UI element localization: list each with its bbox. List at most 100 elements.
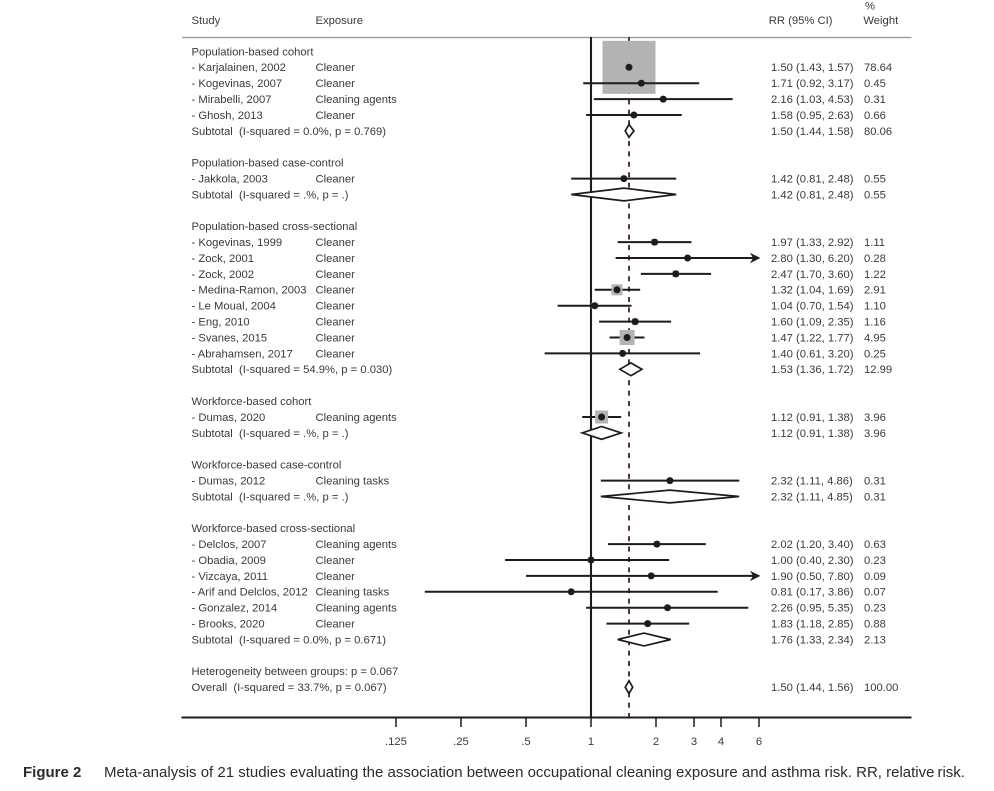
svg-text:0.07: 0.07	[864, 587, 886, 599]
svg-text:1.42 (0.81, 2.48): 1.42 (0.81, 2.48)	[771, 174, 854, 186]
svg-text:2: 2	[653, 736, 659, 748]
svg-text:78.64: 78.64	[864, 62, 892, 74]
svg-text:Subtotal (I-squared = 54.9%,: Subtotal (I-squared = 54.9%, p = 0.030)	[192, 364, 393, 376]
svg-text:0.23: 0.23	[864, 603, 886, 615]
svg-text:Exposure: Exposure	[316, 15, 364, 27]
svg-text:4: 4	[718, 736, 724, 748]
svg-text:.25: .25	[453, 736, 469, 748]
svg-text:0.31: 0.31	[864, 94, 886, 106]
svg-text:1.50 (1.43, 1.57): 1.50 (1.43, 1.57)	[771, 62, 854, 74]
svg-text:1.12 (0.91, 1.38): 1.12 (0.91, 1.38)	[771, 428, 854, 440]
svg-text:- Delclos, 2007: - Delclos, 2007	[192, 539, 267, 551]
svg-text:Cleaner: Cleaner	[316, 571, 356, 583]
svg-text:- Svanes, 2015: - Svanes, 2015	[192, 332, 268, 344]
svg-text:Cleaning tasks: Cleaning tasks	[316, 476, 390, 488]
svg-text:- Eng, 2010: - Eng, 2010	[192, 317, 250, 329]
svg-text:100.00: 100.00	[864, 682, 898, 694]
svg-text:Cleaner: Cleaner	[316, 237, 356, 249]
svg-text:1.50 (1.44, 1.58): 1.50 (1.44, 1.58)	[771, 126, 854, 138]
svg-text:- Zock, 2001: - Zock, 2001	[192, 253, 255, 265]
svg-text:4.95: 4.95	[864, 332, 886, 344]
svg-text:- Dumas, 2020: - Dumas, 2020	[192, 412, 266, 424]
svg-text:2.80 (1.30, 6.20): 2.80 (1.30, 6.20)	[771, 253, 854, 265]
svg-text:- Vizcaya, 2011: - Vizcaya, 2011	[192, 571, 269, 583]
svg-text:1.40 (0.61, 3.20): 1.40 (0.61, 3.20)	[771, 348, 854, 360]
svg-text:.5: .5	[521, 736, 530, 748]
svg-text:Cleaner: Cleaner	[316, 174, 356, 186]
svg-text:1.04 (0.70, 1.54): 1.04 (0.70, 1.54)	[771, 301, 854, 313]
svg-text:0.45: 0.45	[864, 78, 886, 90]
svg-text:- Brooks, 2020: - Brooks, 2020	[192, 619, 265, 631]
svg-text:Workforce-based cross-sectiona: Workforce-based cross-sectional	[192, 523, 356, 535]
svg-text:Workforce-based cohort: Workforce-based cohort	[192, 396, 313, 408]
svg-text:Population-based cross-section: Population-based cross-sectional	[192, 221, 358, 233]
svg-text:Subtotal (I-squared = .%, p =: Subtotal (I-squared = .%, p = .)	[192, 428, 349, 440]
svg-text:- Dumas, 2012: - Dumas, 2012	[192, 476, 266, 488]
svg-text:1.83 (1.18, 2.85): 1.83 (1.18, 2.85)	[771, 619, 854, 631]
svg-text:.125: .125	[385, 736, 407, 748]
svg-text:Subtotal (I-squared = 0.0%, p: Subtotal (I-squared = 0.0%, p = 0.671)	[192, 634, 387, 646]
svg-text:- Arif and Delclos, 2012: - Arif and Delclos, 2012	[192, 587, 308, 599]
svg-text:Meta-analysis of 21 studies ev: Meta-analysis of 21 studies evaluating t…	[104, 764, 965, 781]
svg-text:Cleaner: Cleaner	[316, 253, 356, 265]
svg-text:1.50 (1.44, 1.56): 1.50 (1.44, 1.56)	[771, 682, 854, 694]
svg-text:Population-based cohort: Population-based cohort	[192, 46, 315, 58]
svg-text:0.25: 0.25	[864, 348, 886, 360]
svg-text:0.66: 0.66	[864, 110, 886, 122]
svg-text:Cleaner: Cleaner	[316, 110, 356, 122]
svg-text:12.99: 12.99	[864, 364, 892, 376]
svg-text:1.42 (0.81, 2.48): 1.42 (0.81, 2.48)	[771, 189, 854, 201]
svg-text:Subtotal (I-squared = .%, p =: Subtotal (I-squared = .%, p = .)	[192, 491, 349, 503]
svg-text:Cleaner: Cleaner	[316, 348, 356, 360]
svg-text:- Karjalainen, 2002: - Karjalainen, 2002	[192, 62, 286, 74]
svg-text:1.32 (1.04, 1.69): 1.32 (1.04, 1.69)	[771, 285, 854, 297]
svg-text:- Abrahamsen, 2017: - Abrahamsen, 2017	[192, 348, 293, 360]
svg-text:Cleaning tasks: Cleaning tasks	[316, 587, 390, 599]
svg-text:- Medina-Ramon, 2003: - Medina-Ramon, 2003	[192, 285, 307, 297]
svg-text:Overall (I-squared = 33.7%, p: Overall (I-squared = 33.7%, p = 0.067)	[192, 682, 387, 694]
svg-text:1.22: 1.22	[864, 269, 886, 281]
svg-text:- Zock, 2002: - Zock, 2002	[192, 269, 255, 281]
svg-text:1.90 (0.50, 7.80): 1.90 (0.50, 7.80)	[771, 571, 854, 583]
svg-text:0.28: 0.28	[864, 253, 886, 265]
svg-text:Cleaner: Cleaner	[316, 78, 356, 90]
svg-text:- Ghosh, 2013: - Ghosh, 2013	[192, 110, 263, 122]
svg-text:2.16 (1.03, 4.53): 2.16 (1.03, 4.53)	[771, 94, 854, 106]
svg-text:0.63: 0.63	[864, 539, 886, 551]
svg-text:1.60 (1.09, 2.35): 1.60 (1.09, 2.35)	[771, 317, 854, 329]
svg-text:2.13: 2.13	[864, 634, 886, 646]
svg-text:0.55: 0.55	[864, 189, 886, 201]
svg-text:0.31: 0.31	[864, 476, 886, 488]
svg-text:Figure 2: Figure 2	[23, 764, 81, 781]
svg-text:- Mirabelli, 2007: - Mirabelli, 2007	[192, 94, 272, 106]
svg-text:2.26 (0.95, 5.35): 2.26 (0.95, 5.35)	[771, 603, 854, 615]
svg-text:- Kogevinas, 2007: - Kogevinas, 2007	[192, 78, 283, 90]
svg-text:%: %	[865, 1, 875, 13]
svg-text:2.32 (1.11, 4.85): 2.32 (1.11, 4.85)	[771, 491, 853, 503]
svg-text:RR (95% CI): RR (95% CI)	[769, 15, 833, 27]
svg-text:1.10: 1.10	[864, 301, 886, 313]
svg-text:- Kogevinas, 1999: - Kogevinas, 1999	[192, 237, 283, 249]
svg-text:0.88: 0.88	[864, 619, 886, 631]
svg-text:0.55: 0.55	[864, 174, 886, 186]
svg-text:1.53 (1.36, 1.72): 1.53 (1.36, 1.72)	[771, 364, 854, 376]
svg-text:- Le Moual, 2004: - Le Moual, 2004	[192, 301, 276, 313]
svg-text:Cleaner: Cleaner	[316, 619, 356, 631]
svg-text:Workforce-based case-control: Workforce-based case-control	[192, 460, 342, 472]
svg-text:Cleaning agents: Cleaning agents	[316, 412, 398, 424]
svg-text:Heterogeneity between groups:: Heterogeneity between groups: p = 0.067	[192, 666, 399, 678]
svg-text:Study: Study	[192, 15, 221, 27]
svg-text:Cleaner: Cleaner	[316, 62, 356, 74]
svg-text:0.31: 0.31	[864, 491, 886, 503]
svg-text:0.09: 0.09	[864, 571, 886, 583]
svg-text:0.81 (0.17, 3.86): 0.81 (0.17, 3.86)	[771, 587, 854, 599]
svg-text:- Gonzalez, 2014: - Gonzalez, 2014	[192, 603, 278, 615]
svg-text:Cleaner: Cleaner	[316, 332, 356, 344]
svg-text:- Jakkola, 2003: - Jakkola, 2003	[192, 174, 268, 186]
svg-text:Weight: Weight	[863, 15, 899, 27]
svg-text:1.58 (0.95, 2.63): 1.58 (0.95, 2.63)	[771, 110, 854, 122]
svg-text:Subtotal (I-squared = .%, p =: Subtotal (I-squared = .%, p = .)	[192, 189, 349, 201]
svg-text:1.16: 1.16	[864, 317, 886, 329]
svg-text:Subtotal (I-squared = 0.0%, p: Subtotal (I-squared = 0.0%, p = 0.769)	[192, 126, 387, 138]
svg-text:1.00 (0.40, 2.30): 1.00 (0.40, 2.30)	[771, 555, 854, 567]
